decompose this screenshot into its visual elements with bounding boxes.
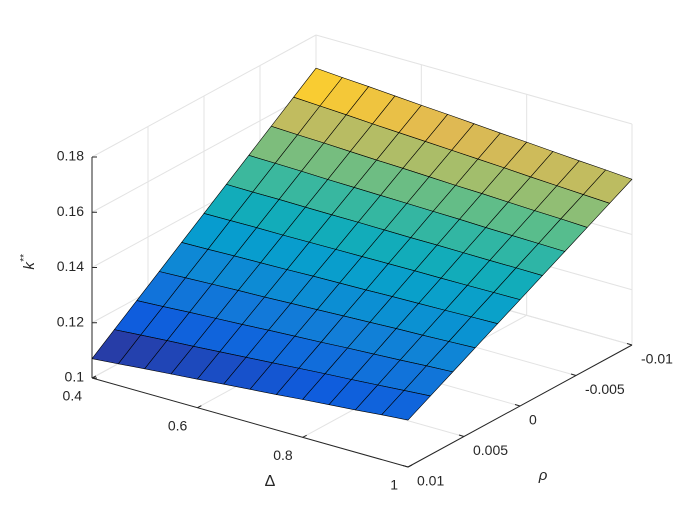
z-axis-label-base: k: [21, 261, 38, 270]
z-tick-label: 0.12: [57, 313, 84, 329]
x-tick: [91, 375, 97, 379]
axis-line: [91, 377, 409, 468]
y-tick: [514, 404, 521, 407]
y-tick-label: 0: [529, 412, 537, 428]
y-tick: [402, 465, 409, 468]
x-tick-label: 0.8: [273, 447, 293, 463]
z-axis-label: k**: [19, 253, 38, 269]
z-grid-line: [315, 34, 633, 125]
y-tick: [458, 434, 465, 437]
x-tick: [302, 434, 307, 438]
y-tick-label: 0.005: [473, 442, 508, 458]
z-tick-label: 0.16: [57, 203, 84, 219]
z-axis-label-sup: **: [19, 253, 30, 262]
x-tick-label: 0.4: [63, 388, 83, 404]
y-tick: [626, 343, 633, 346]
y-axis-label: ρ: [538, 467, 548, 484]
surface-patch: [381, 390, 431, 421]
y-tick: [570, 373, 577, 376]
x-tick-label: 0.6: [168, 417, 188, 433]
z-tick-label: 0.1: [65, 369, 85, 385]
z-tick-label: 0.14: [57, 258, 84, 274]
x-tick-label: 1: [390, 477, 398, 493]
x-tick: [197, 405, 202, 409]
z-tick-label: 0.18: [57, 148, 84, 164]
y-tick-label: -0.01: [641, 351, 673, 367]
y-tick-label: 0.01: [417, 473, 444, 489]
x-axis-label: Δ: [265, 473, 276, 490]
x-tick: [407, 464, 413, 468]
y-tick-label: -0.005: [585, 381, 625, 397]
